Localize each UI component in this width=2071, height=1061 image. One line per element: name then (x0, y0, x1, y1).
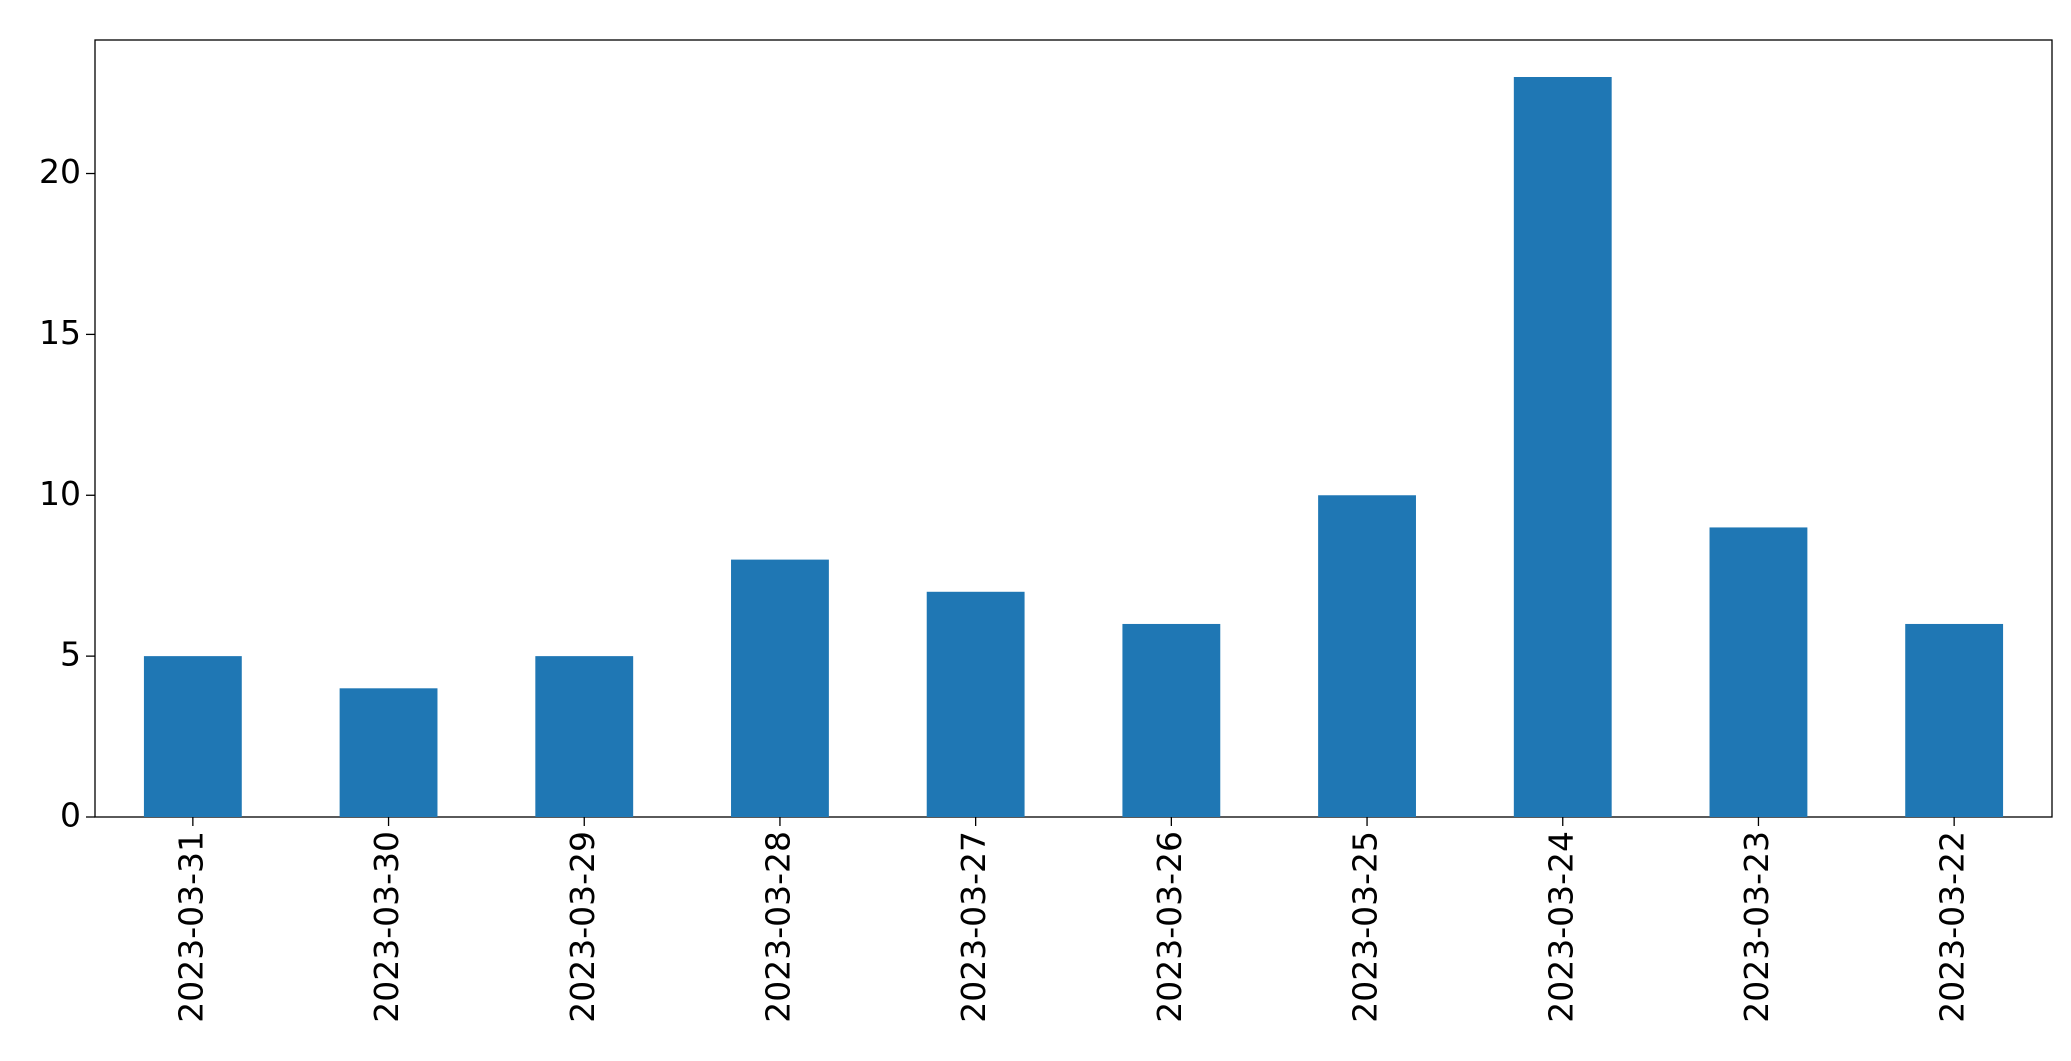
bar (143, 656, 242, 817)
bar (1513, 77, 1612, 817)
x-tick-label: 2023-03-26 (1150, 831, 1189, 1023)
plot-frame (94, 39, 2053, 818)
x-tick-label: 2023-03-23 (1737, 831, 1776, 1023)
bar (1122, 623, 1221, 817)
y-tick-label: 10 (39, 474, 81, 513)
bar (731, 559, 829, 817)
bar (926, 591, 1025, 817)
y-tick-label: 0 (60, 796, 81, 835)
x-tick-label: 2023-03-28 (758, 831, 797, 1023)
x-tick-label: 2023-03-31 (171, 831, 210, 1023)
bar (339, 688, 438, 817)
x-tick-label: 2023-03-29 (563, 831, 602, 1023)
x-tick-label: 2023-03-27 (954, 831, 993, 1023)
bar (1709, 527, 1808, 817)
x-tick-label: 2023-03-22 (1933, 831, 1972, 1023)
bar (1318, 495, 1416, 817)
y-tick-label: 15 (39, 313, 81, 352)
x-tick-label: 2023-03-30 (367, 831, 406, 1023)
y-tick-label: 5 (60, 635, 81, 674)
x-tick-label: 2023-03-24 (1541, 831, 1580, 1023)
bar (1905, 623, 2004, 817)
x-tick-label: 2023-03-25 (1346, 831, 1385, 1023)
y-tick-label: 20 (39, 152, 81, 191)
bar (535, 656, 634, 817)
